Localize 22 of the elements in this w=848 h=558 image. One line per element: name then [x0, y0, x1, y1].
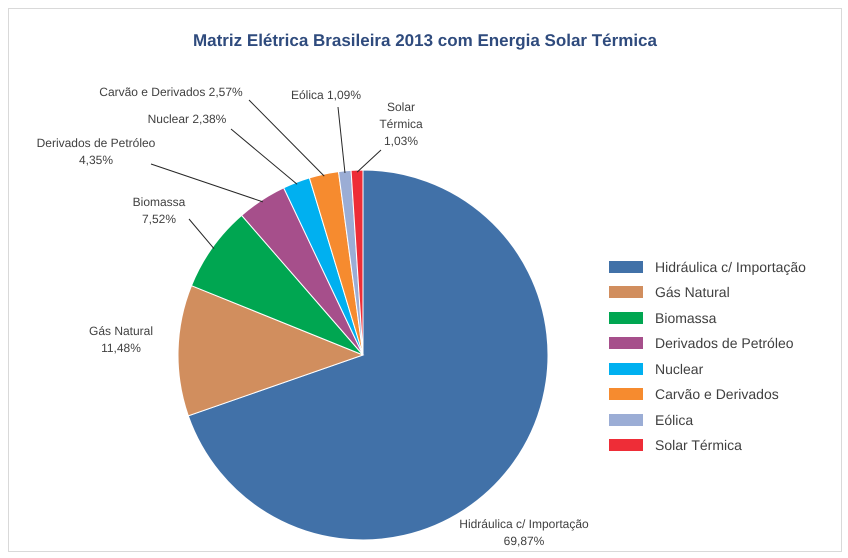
data-label: 69,87%	[504, 534, 545, 548]
legend-label: Solar Térmica	[655, 437, 742, 454]
legend-label: Eólica	[655, 412, 694, 428]
slice-label: Gás Natural	[88, 324, 154, 338]
legend-label: Hidráulica c/ Importação	[655, 258, 806, 275]
legend-label: Biomassa	[655, 310, 716, 326]
slice-label: Biomassa	[132, 195, 186, 209]
category-label: Carvão e Derivados 2,57%	[99, 85, 243, 99]
slice-label: Derivados de Petróleo	[36, 136, 156, 150]
legend-label: Nuclear	[655, 360, 704, 377]
data-label: 7,52%	[142, 212, 176, 226]
legend-label: Gás Natural	[655, 284, 730, 300]
legend-label: Carvão e Derivados	[655, 386, 779, 402]
data-label: 1,03%	[384, 134, 418, 148]
chart-title: Matriz Elétrica Brasileira 2013 com Energia Solar Térmica	[192, 31, 658, 51]
data-label: 4,35%	[78, 153, 114, 167]
data-label: 11,48%	[101, 341, 142, 355]
legend-label: Derivados de Petróleo	[655, 335, 794, 352]
category-label: Eólica 1,09%	[290, 88, 362, 102]
category-label: Nuclear 2,38%	[148, 112, 226, 126]
slice-label: Hidráulica c/ Importação	[459, 517, 590, 531]
slice-label: Solar Térmica	[379, 100, 423, 131]
